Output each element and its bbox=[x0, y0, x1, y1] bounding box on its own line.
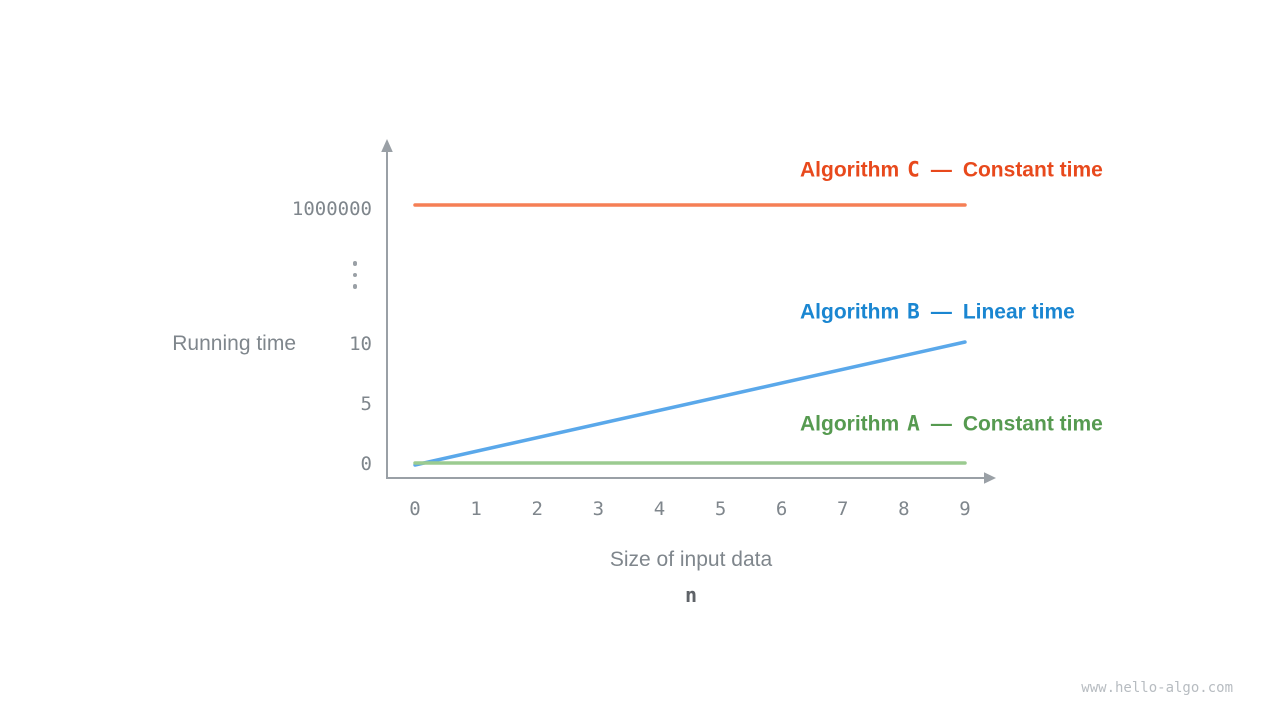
x-tick-5: 5 bbox=[714, 498, 727, 520]
x-tick-9: 9 bbox=[959, 498, 971, 520]
legend-desc: Linear time bbox=[962, 300, 1075, 324]
legend-name: Algorithm bbox=[800, 300, 900, 324]
y-axis-break-ellipsis bbox=[349, 261, 361, 296]
y-tick-1000000: 1000000 bbox=[291, 198, 372, 220]
x-tick-8: 8 bbox=[898, 498, 910, 520]
x-axis-arrow-icon bbox=[984, 472, 996, 484]
legend-name: Algorithm bbox=[800, 412, 900, 436]
x-tick-3: 3 bbox=[592, 498, 605, 520]
x-axis-symbol: n bbox=[684, 583, 698, 607]
legend-dash-icon: — bbox=[930, 412, 952, 436]
x-tick-6: 6 bbox=[775, 498, 788, 520]
legend-algorithm-a: Algorithm A — Constant time bbox=[800, 412, 1103, 437]
legend-name: Algorithm bbox=[800, 158, 900, 182]
legend-desc: Constant time bbox=[962, 412, 1103, 436]
y-tick-5: 5 bbox=[360, 393, 372, 415]
legend-letter: B bbox=[907, 299, 920, 324]
y-tick-0: 0 bbox=[360, 453, 372, 475]
x-tick-0: 0 bbox=[409, 498, 421, 520]
series-line-algorithm-b bbox=[413, 340, 967, 467]
legend-algorithm-c: Algorithm C — Constant time bbox=[800, 158, 1103, 183]
legend-dash-icon: — bbox=[930, 300, 952, 324]
y-tick-10: 10 bbox=[349, 333, 372, 355]
x-axis-title: Size of input data bbox=[609, 548, 773, 571]
y-axis-title: Running time bbox=[172, 332, 296, 355]
watermark: www.hello-algo.com bbox=[1081, 680, 1233, 696]
x-tick-7: 7 bbox=[837, 498, 849, 520]
legend-algorithm-b: Algorithm B — Linear time bbox=[800, 300, 1075, 325]
x-tick-1: 1 bbox=[470, 498, 482, 520]
legend-letter: A bbox=[907, 411, 920, 436]
x-tick-4: 4 bbox=[653, 498, 666, 520]
legend-letter: C bbox=[907, 157, 920, 182]
legend-desc: Constant time bbox=[962, 158, 1103, 182]
legend-dash-icon: — bbox=[930, 158, 952, 182]
y-axis-arrow-icon bbox=[381, 139, 393, 152]
x-tick-2: 2 bbox=[531, 498, 543, 520]
